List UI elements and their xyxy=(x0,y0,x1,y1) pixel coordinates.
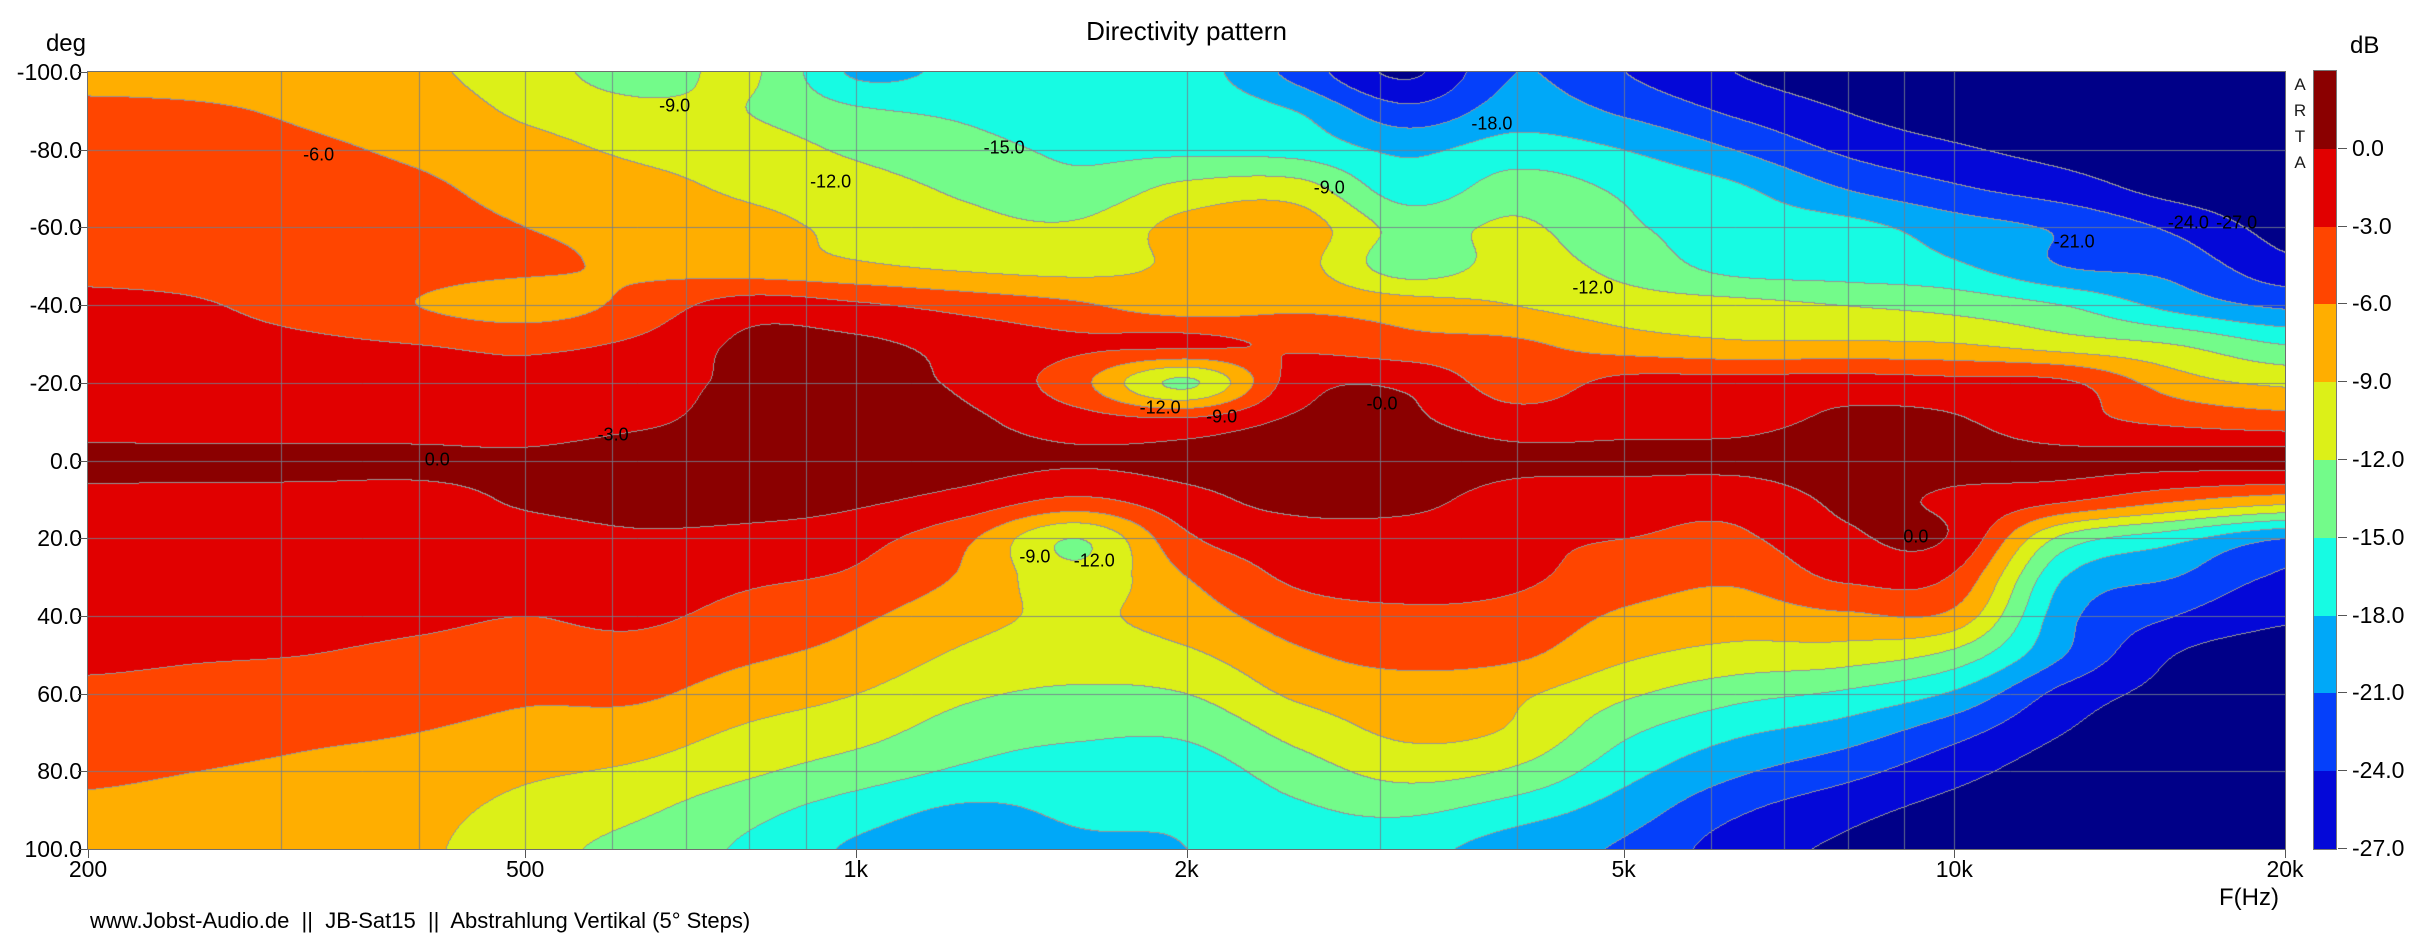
y-tick-label: 80.0 xyxy=(37,758,82,785)
y-tick-mark xyxy=(78,305,87,306)
colorbar-band xyxy=(2314,148,2336,228)
x-tick-mark xyxy=(856,850,857,858)
colorbar-band xyxy=(2314,771,2336,850)
chart-title: Directivity pattern xyxy=(1086,16,1287,46)
colorbar-band xyxy=(2314,693,2336,772)
x-tick-mark xyxy=(525,850,526,858)
contour-value-label: -6.0 xyxy=(303,144,335,165)
y-tick-label: -100.0 xyxy=(16,59,82,85)
colorbar-band xyxy=(2314,71,2336,150)
colorbar-tick-label: -9.0 xyxy=(2352,368,2392,395)
y-tick-label: 20.0 xyxy=(37,525,82,552)
colorbar-tick-label: -3.0 xyxy=(2352,212,2392,239)
y-tick-mark xyxy=(78,461,87,462)
colorbar-tick-label: -15.0 xyxy=(2352,523,2405,550)
colorbar-band xyxy=(2314,615,2336,694)
y-tick-mark xyxy=(78,150,87,151)
y-tick-label: 40.0 xyxy=(37,602,82,629)
y-tick-mark xyxy=(78,227,87,228)
contour-value-label: -24.0 xyxy=(2167,212,2209,233)
y-tick-mark xyxy=(78,771,87,772)
contour-value-label: -9.0 xyxy=(659,95,691,116)
colorbar-tick-mark xyxy=(2338,148,2347,149)
colorbar-tick-label: -6.0 xyxy=(2352,290,2392,317)
y-tick-mark xyxy=(78,538,87,539)
colorbar-band xyxy=(2314,537,2336,617)
x-tick-label: 2k xyxy=(1174,856,1199,882)
colorbar-tick-mark xyxy=(2338,537,2347,538)
plot-area: -6.0 -9.0 -12.0 -15.0 -9.0 -18.0 -12.0 -21.0 -24… xyxy=(87,71,2286,850)
colorbar-unit-label: dB xyxy=(2350,32,2380,59)
x-tick-mark xyxy=(88,850,89,858)
arta-watermark-letter: A xyxy=(2294,153,2306,172)
arta-watermark-letter: T xyxy=(2294,127,2306,146)
y-tick-label: 60.0 xyxy=(37,680,82,707)
colorbar-tick-mark xyxy=(2338,381,2347,382)
colorbar-tick-mark xyxy=(2338,770,2347,771)
arta-watermark-letter: A xyxy=(2294,75,2306,94)
x-tick-mark xyxy=(1624,850,1625,858)
contour-value-label: -15.0 xyxy=(983,137,1025,158)
x-tick-mark xyxy=(1187,850,1188,858)
x-tick-label: 5k xyxy=(1611,856,1636,882)
colorbar-tick-label: -18.0 xyxy=(2352,601,2405,628)
colorbar-band xyxy=(2314,460,2336,539)
y-tick-mark xyxy=(78,616,87,617)
x-tick-label: 20k xyxy=(2266,856,2304,882)
arta-watermark-letter: R xyxy=(2293,101,2307,120)
contour-value-label: -9.0 xyxy=(1019,546,1051,567)
contour-value-label: -12.0 xyxy=(1572,277,1614,298)
colorbar-band xyxy=(2314,304,2336,383)
y-tick-label: -60.0 xyxy=(29,214,82,241)
colorbar-tick-mark xyxy=(2338,226,2347,227)
contour-value-label: -12.0 xyxy=(810,171,852,192)
y-tick-mark xyxy=(78,383,87,384)
contour-value-label: -0.0 xyxy=(1366,393,1398,414)
colorbar-tick-label: -27.0 xyxy=(2352,835,2405,861)
colorbar-tick-mark xyxy=(2338,692,2347,693)
colorbar-band xyxy=(2314,382,2336,461)
contour-value-label: -3.0 xyxy=(597,424,629,445)
contour-value-label: -9.0 xyxy=(1313,177,1345,198)
contour-value-label: -21.0 xyxy=(2053,231,2095,252)
y-tick-label: -20.0 xyxy=(29,369,82,396)
y-tick-label: 0.0 xyxy=(50,447,82,474)
contour-value-label: -27.0 xyxy=(2216,212,2258,233)
x-axis-unit-label: F(Hz) xyxy=(2219,884,2279,911)
colorbar-tick-label: -12.0 xyxy=(2352,446,2405,472)
colorbar xyxy=(2313,70,2337,850)
x-tick-label: 1k xyxy=(843,856,868,882)
colorbar-band xyxy=(2314,226,2336,305)
y-tick-mark xyxy=(78,849,87,850)
x-tick-mark xyxy=(1954,850,1955,858)
y-tick-label: 100.0 xyxy=(24,836,82,862)
colorbar-tick-mark xyxy=(2338,615,2347,616)
x-tick-label: 10k xyxy=(1935,856,1973,882)
x-tick-mark xyxy=(2285,850,2286,858)
colorbar-tick-label: 0.0 xyxy=(2352,134,2384,161)
colorbar-tick-mark xyxy=(2338,848,2347,849)
y-tick-mark xyxy=(78,72,87,73)
contour-value-label: 0.0 xyxy=(1903,526,1929,547)
directivity-heatmap-canvas xyxy=(88,72,2285,849)
footer-annotation: www.Jobst-Audio.de || JB-Sat15 || Abstra… xyxy=(90,908,751,933)
contour-value-label: 0.0 xyxy=(424,449,450,470)
colorbar-tick-mark xyxy=(2338,303,2347,304)
y-tick-label: -40.0 xyxy=(29,292,82,319)
x-tick-label: 500 xyxy=(505,856,545,882)
contour-value-label: -12.0 xyxy=(1139,397,1181,418)
y-axis-unit-label: deg xyxy=(45,30,86,57)
y-tick-mark xyxy=(78,694,87,695)
contour-value-label: -12.0 xyxy=(1073,550,1115,571)
colorbar-tick-label: -24.0 xyxy=(2352,757,2405,784)
contour-value-label: -18.0 xyxy=(1471,113,1513,134)
colorbar-tick-label: -21.0 xyxy=(2352,679,2405,706)
x-tick-label: 200 xyxy=(68,856,108,882)
y-tick-label: -80.0 xyxy=(29,136,82,163)
contour-value-label: -9.0 xyxy=(1206,406,1238,427)
colorbar-tick-mark xyxy=(2338,459,2347,460)
